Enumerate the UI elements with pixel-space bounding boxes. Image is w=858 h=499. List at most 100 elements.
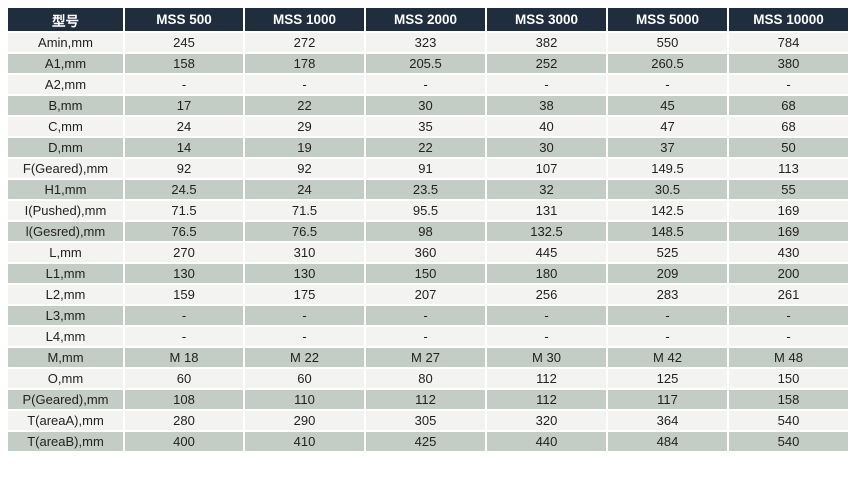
table-row: F(Geared),mm 92 92 91 107 149.5 113 (6, 157, 850, 180)
row-label: L,mm (6, 241, 125, 264)
row-label: O,mm (6, 367, 125, 390)
table-row: B,mm 17 22 30 38 45 68 (6, 94, 850, 117)
table-cell: 40 (485, 115, 608, 138)
table-cell: 112 (364, 388, 487, 411)
table-cell: 200 (727, 262, 850, 285)
header-model-column: MSS 2000 (364, 6, 487, 33)
table-row: L3,mm - - - - - - (6, 304, 850, 327)
header-model-column: MSS 10000 (727, 6, 850, 33)
table-row: D,mm 14 19 22 30 37 50 (6, 136, 850, 159)
table-cell: 32 (485, 178, 608, 201)
row-label: T(areaB),mm (6, 430, 125, 453)
row-label: l(Gesred),mm (6, 220, 125, 243)
table-cell: 110 (243, 388, 366, 411)
table-row: A2,mm - - - - - - (6, 73, 850, 96)
table-cell: 382 (485, 31, 608, 54)
row-label: L2,mm (6, 283, 125, 306)
table-cell: 380 (727, 52, 850, 75)
table-cell: M 22 (243, 346, 366, 369)
table-cell: 148.5 (606, 220, 729, 243)
table-cell: 150 (364, 262, 487, 285)
table-cell: 272 (243, 31, 366, 54)
table-cell: - (123, 304, 245, 327)
table-cell: - (485, 73, 608, 96)
table-cell: 130 (123, 262, 245, 285)
table-cell: 91 (364, 157, 487, 180)
row-label: H1,mm (6, 178, 125, 201)
table-cell: - (364, 304, 487, 327)
row-label: L1,mm (6, 262, 125, 285)
table-cell: 260.5 (606, 52, 729, 75)
table-cell: 525 (606, 241, 729, 264)
table-cell: 60 (123, 367, 245, 390)
table-cell: 112 (485, 367, 608, 390)
table-cell: 149.5 (606, 157, 729, 180)
table-row: H1,mm 24.5 24 23.5 32 30.5 55 (6, 178, 850, 201)
row-label: L3,mm (6, 304, 125, 327)
table-cell: - (243, 304, 366, 327)
table-row: C,mm 24 29 35 40 47 68 (6, 115, 850, 138)
table-cell: - (606, 304, 729, 327)
table-cell: 440 (485, 430, 608, 453)
table-cell: - (364, 325, 487, 348)
table-row: L2,mm 159 175 207 256 283 261 (6, 283, 850, 306)
table-cell: 23.5 (364, 178, 487, 201)
table-cell: 252 (485, 52, 608, 75)
row-label: A1,mm (6, 52, 125, 75)
table-cell: 261 (727, 283, 850, 306)
table-cell: 550 (606, 31, 729, 54)
table-cell: 130 (243, 262, 366, 285)
table-cell: 150 (727, 367, 850, 390)
table-cell: 178 (243, 52, 366, 75)
table-row: O,mm 60 60 80 112 125 150 (6, 367, 850, 390)
header-row: 型号 MSS 500 MSS 1000 MSS 2000 MSS 3000 MSS 500… (6, 6, 850, 33)
table-cell: 310 (243, 241, 366, 264)
table-cell: - (485, 325, 608, 348)
table-cell: 169 (727, 220, 850, 243)
table-row: T(areaA),mm 280 290 305 320 364 540 (6, 409, 850, 432)
table-cell: - (485, 304, 608, 327)
table-cell: 80 (364, 367, 487, 390)
table-cell: 60 (243, 367, 366, 390)
table-cell: 305 (364, 409, 487, 432)
table-cell: 131 (485, 199, 608, 222)
table-cell: 400 (123, 430, 245, 453)
table-cell: 95.5 (364, 199, 487, 222)
table-cell: 24 (123, 115, 245, 138)
row-label: B,mm (6, 94, 125, 117)
table-cell: M 48 (727, 346, 850, 369)
table-cell: 125 (606, 367, 729, 390)
table-row: L1,mm 130 130 150 180 209 200 (6, 262, 850, 285)
table-cell: 22 (364, 136, 487, 159)
table-cell: 107 (485, 157, 608, 180)
table-cell: 209 (606, 262, 729, 285)
row-label: A2,mm (6, 73, 125, 96)
header-model-label: 型号 (6, 6, 125, 33)
table-header: 型号 MSS 500 MSS 1000 MSS 2000 MSS 3000 MSS 500… (6, 6, 850, 33)
table-cell: 37 (606, 136, 729, 159)
row-label: T(areaA),mm (6, 409, 125, 432)
table-row: Amin,mm 245 272 323 382 550 784 (6, 31, 850, 54)
table-cell: 290 (243, 409, 366, 432)
table-cell: - (243, 73, 366, 96)
table-cell: 175 (243, 283, 366, 306)
table-cell: 14 (123, 136, 245, 159)
table-cell: - (364, 73, 487, 96)
table-cell: 270 (123, 241, 245, 264)
table-cell: 38 (485, 94, 608, 117)
table-row: I(Pushed),mm 71.5 71.5 95.5 131 142.5 169 (6, 199, 850, 222)
table-cell: 410 (243, 430, 366, 453)
table-cell: 283 (606, 283, 729, 306)
table-cell: 113 (727, 157, 850, 180)
table-cell: 364 (606, 409, 729, 432)
table-cell: 117 (606, 388, 729, 411)
table-row: L4,mm - - - - - - (6, 325, 850, 348)
table-cell: 323 (364, 31, 487, 54)
table-cell: 430 (727, 241, 850, 264)
table-row: M,mm M 18 M 22 M 27 M 30 M 42 M 48 (6, 346, 850, 369)
header-model-column: MSS 3000 (485, 6, 608, 33)
table-row: A1,mm 158 178 205.5 252 260.5 380 (6, 52, 850, 75)
table-cell: - (727, 304, 850, 327)
row-label: I(Pushed),mm (6, 199, 125, 222)
table-cell: 76.5 (123, 220, 245, 243)
